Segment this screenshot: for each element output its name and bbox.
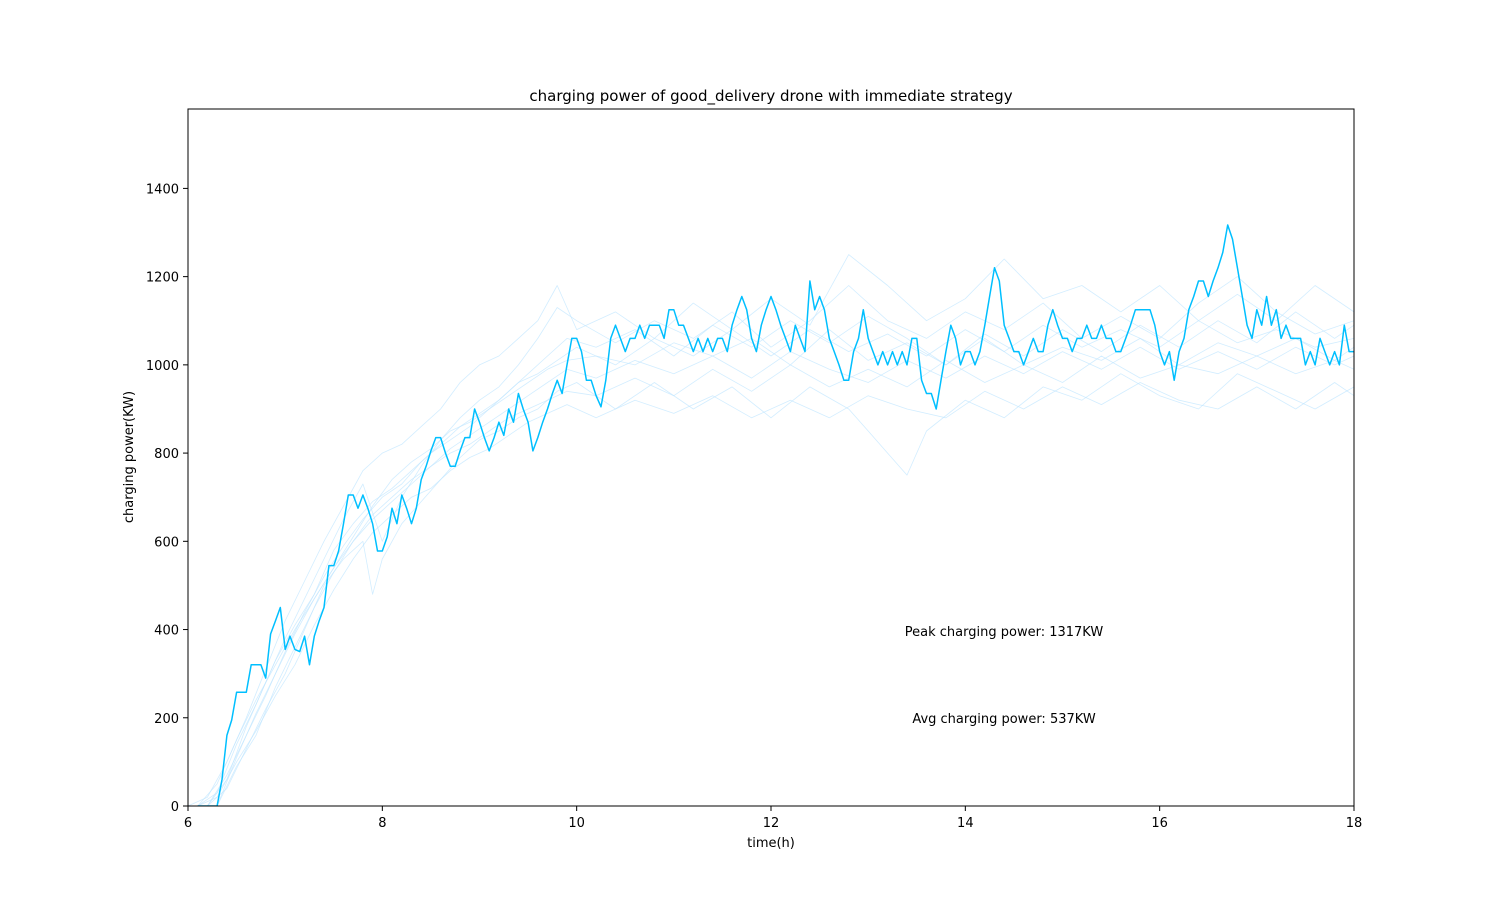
y-tick-label: 800 [154,447,179,462]
faint-series-line-5 [188,254,1354,806]
x-tick-label: 18 [1346,816,1363,831]
series-layer [188,224,1354,806]
x-tick-label: 10 [568,816,585,831]
faint-series-line-6 [197,382,1354,806]
x-tick-label: 6 [184,816,192,831]
x-tick-label: 16 [1151,816,1168,831]
faint-series-line-8 [216,311,1354,806]
y-tick-label: 200 [154,712,179,727]
x-axis-ticks: 6 8 10 12 14 16 18 [184,806,1362,831]
peak-power-annotation: Peak charging power: 1317KW [905,625,1104,640]
y-tick-label: 1000 [146,359,179,374]
x-tick-label: 12 [763,816,780,831]
faint-series-line-7 [207,320,1354,806]
highlighted-series-line [197,224,1354,806]
x-tick-label: 8 [378,816,386,831]
y-axis-ticks: 0 200 400 600 800 1000 1200 1400 [146,182,188,815]
y-axis-label: charging power(KW) [122,391,137,523]
y-tick-label: 1400 [146,182,179,197]
y-tick-label: 600 [154,535,179,550]
chart-title: charging power of good_delivery drone wi… [529,87,1012,106]
avg-power-annotation: Avg charging power: 537KW [912,712,1096,727]
faint-series-line-4 [216,355,1354,806]
y-tick-label: 0 [171,800,179,815]
x-tick-label: 14 [957,816,974,831]
y-tick-label: 400 [154,624,179,639]
x-axis-label: time(h) [747,836,795,851]
y-tick-label: 1200 [146,271,179,286]
